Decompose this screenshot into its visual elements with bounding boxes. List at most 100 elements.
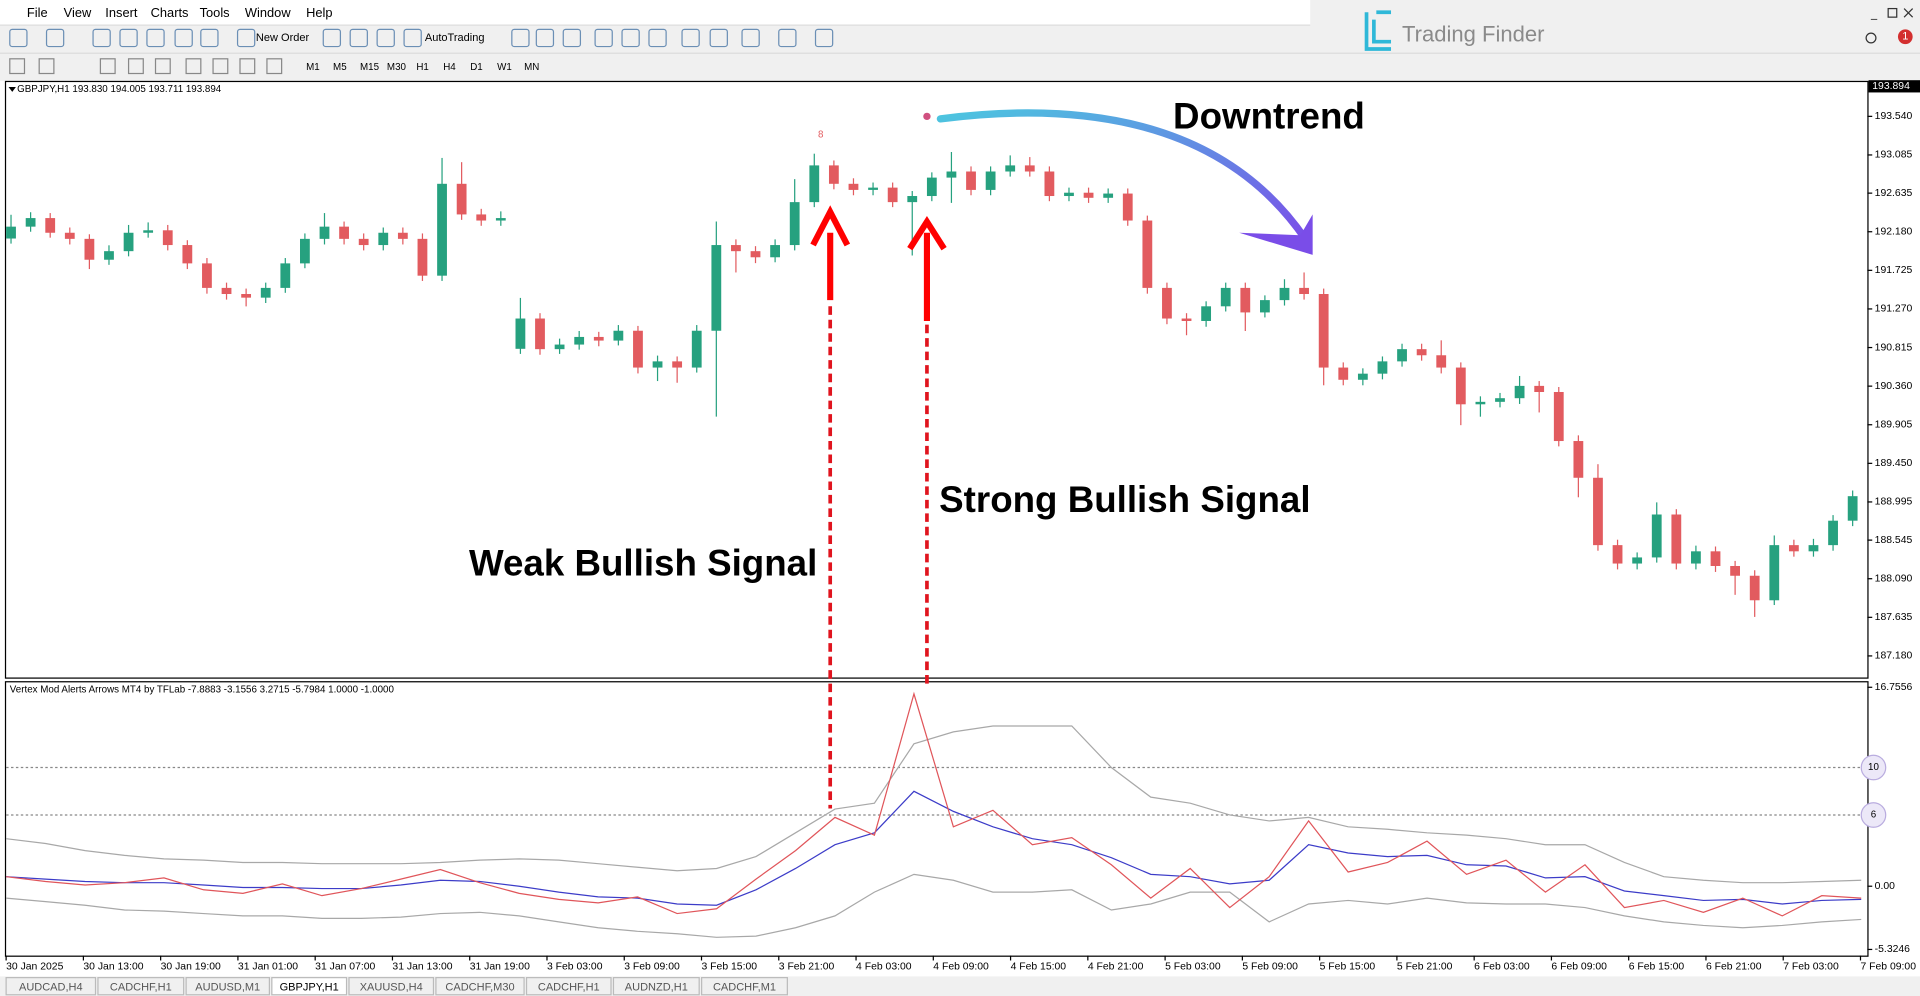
timeframe[interactable]: W1 — [497, 62, 512, 73]
tab-label: AUDCAD,H4 — [19, 981, 83, 993]
candle-body — [1632, 557, 1643, 564]
tab[interactable] — [348, 977, 435, 996]
menu-item[interactable]: Insert — [105, 5, 138, 20]
tool-button[interactable] — [185, 58, 202, 75]
tab[interactable] — [435, 977, 525, 996]
candle-body — [6, 226, 16, 239]
menu-item[interactable]: View — [64, 5, 92, 20]
tab-label: AUDNZD,H1 — [625, 981, 688, 993]
timeframe[interactable]: H4 — [443, 62, 456, 73]
candle-body — [280, 263, 291, 288]
minimize[interactable]: _ — [1870, 9, 1878, 21]
candle-body — [182, 245, 193, 264]
toolbar-button[interactable] — [349, 28, 368, 48]
tool-button[interactable] — [239, 58, 256, 75]
tab[interactable] — [185, 977, 270, 996]
x-tick-label: 31 Jan 19:00 — [470, 961, 530, 972]
tab[interactable] — [701, 977, 788, 996]
x-tick-label: 5 Feb 03:00 — [1165, 961, 1221, 972]
toolbar-button[interactable] — [403, 28, 422, 48]
toolbar-button[interactable] — [200, 28, 219, 48]
level-label: 10 — [1868, 762, 1879, 773]
candle-body — [1024, 165, 1035, 172]
menu-item[interactable]: Tools — [200, 5, 230, 20]
toolbar-button[interactable] — [814, 28, 834, 48]
menu-item[interactable]: File — [27, 5, 48, 20]
toolbar-button[interactable] — [511, 28, 530, 48]
candle-body — [1357, 373, 1368, 380]
toolbar-button[interactable] — [681, 28, 700, 48]
restore[interactable] — [1887, 7, 1898, 18]
toolbar-button[interactable] — [322, 28, 342, 48]
candle-body — [1593, 477, 1603, 546]
toolbar-button[interactable] — [648, 28, 667, 48]
tool-button[interactable] — [154, 58, 171, 75]
y-tick-label: 188.090 — [1875, 573, 1913, 584]
toolbar-button[interactable] — [45, 28, 65, 48]
timeframe[interactable]: M15 — [360, 62, 380, 73]
signal-marker: 8 — [818, 129, 824, 140]
level-badge — [1860, 802, 1887, 828]
timeframe[interactable]: MN — [524, 62, 539, 73]
close[interactable] — [1903, 8, 1914, 18]
toolbar-button[interactable] — [709, 28, 728, 48]
toolbar-button[interactable] — [621, 28, 640, 48]
toolbar-button[interactable] — [594, 28, 613, 48]
candle-body — [1201, 306, 1212, 321]
menu-item[interactable]: Window — [245, 5, 291, 20]
tool-button[interactable] — [266, 58, 283, 75]
toolbar: New Order AutoTrading M1 M5 M15 M30 H1 H4 D1 W1… — [9, 28, 834, 75]
menu-item[interactable]: Charts — [151, 5, 189, 20]
downtrend-arrow-head — [1239, 214, 1313, 255]
toolbar-button[interactable] — [174, 28, 193, 48]
timeframe[interactable]: M1 — [306, 62, 320, 73]
candle-body — [64, 232, 75, 239]
candle-body — [417, 238, 428, 276]
tab-label: CADCHF,H1 — [110, 981, 172, 993]
timeframe[interactable]: M5 — [333, 62, 347, 73]
candle-body — [260, 287, 271, 298]
toolbar-button[interactable] — [376, 28, 395, 48]
tool-button[interactable] — [38, 58, 55, 75]
candle-body — [84, 238, 95, 260]
toolbar-button[interactable] — [92, 28, 111, 48]
tab[interactable] — [97, 977, 185, 996]
toolbar-button[interactable] — [778, 28, 797, 48]
toolbar-button[interactable] — [236, 28, 256, 48]
toolbar-button[interactable] — [741, 28, 760, 48]
toolbar-button[interactable] — [535, 28, 555, 48]
timeframe[interactable]: M30 — [387, 62, 407, 73]
candle-body — [1495, 398, 1505, 402]
timeframe[interactable]: H1 — [416, 62, 429, 73]
tab[interactable] — [612, 977, 700, 996]
candle-body — [241, 294, 252, 298]
menu: File View Insert Charts Tools Window Help — [27, 5, 333, 20]
toolbar-button[interactable] — [9, 28, 28, 48]
tab[interactable] — [271, 977, 348, 996]
tool-button[interactable] — [127, 58, 144, 75]
candle-body — [985, 171, 996, 190]
tab[interactable] — [525, 977, 612, 996]
autotrading[interactable]: AutoTrading — [425, 32, 485, 44]
x-tick-label: 3 Feb 21:00 — [779, 961, 835, 972]
tool-button[interactable] — [99, 58, 116, 75]
new-order[interactable]: New Order — [256, 32, 310, 44]
toolbar-button[interactable] — [146, 28, 165, 48]
tool-button[interactable] — [212, 58, 229, 75]
candle-body — [339, 226, 349, 239]
tab[interactable] — [5, 977, 97, 996]
x-tick-label: 7 Feb 09:00 — [1860, 961, 1916, 972]
search[interactable] — [1865, 32, 1877, 44]
tool-button[interactable] — [9, 58, 26, 75]
toolbar-button[interactable] — [119, 28, 138, 48]
notification-badge[interactable] — [1897, 29, 1913, 45]
menu-item[interactable]: Help — [306, 5, 332, 20]
candle-body — [1553, 391, 1564, 442]
candle-body — [1162, 287, 1172, 319]
candle-body — [1005, 165, 1016, 172]
candle-body — [711, 245, 722, 331]
timeframe[interactable]: D1 — [470, 62, 483, 73]
last-price-box — [1868, 80, 1920, 93]
toolbar-button[interactable] — [562, 28, 582, 48]
